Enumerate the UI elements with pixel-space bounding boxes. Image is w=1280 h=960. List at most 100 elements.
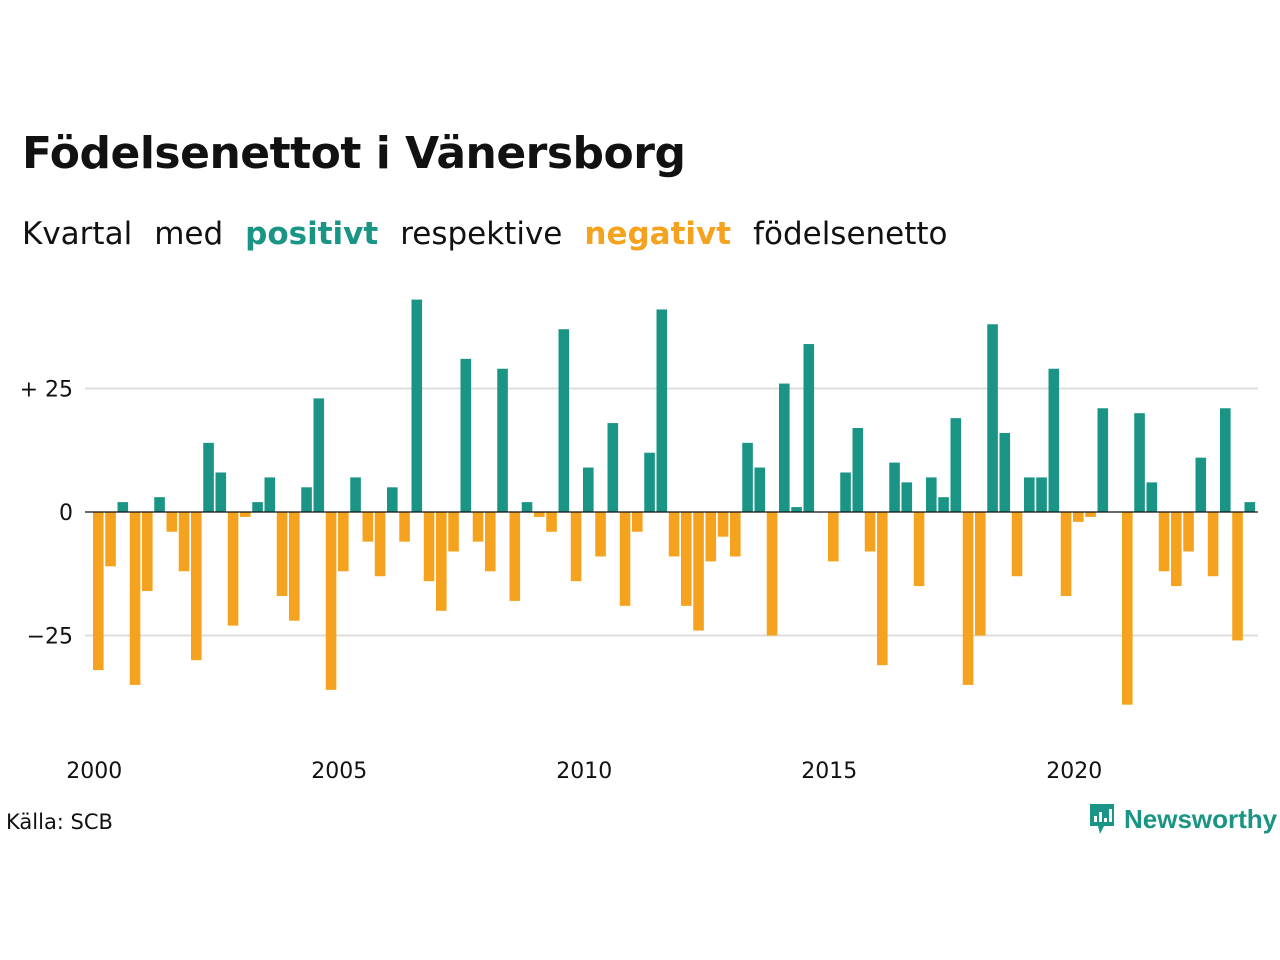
source-note: Källa: SCB [6, 810, 113, 834]
bar [632, 512, 643, 532]
bar [730, 512, 741, 557]
bar [472, 512, 484, 542]
subtitle-word: respektive [400, 216, 563, 252]
bar [864, 512, 876, 552]
bar [1134, 413, 1145, 512]
y-tick-label: 0 [59, 501, 73, 526]
bar [154, 497, 165, 512]
bar [215, 472, 227, 512]
bar [1036, 477, 1047, 512]
bar [1207, 512, 1219, 577]
newsworthy-logo: Newsworthy [1088, 802, 1277, 836]
bar [717, 512, 729, 537]
bar [338, 512, 349, 572]
bar [926, 477, 937, 512]
bar [166, 512, 178, 532]
bar [1244, 502, 1256, 512]
bar [644, 452, 655, 512]
bar [460, 358, 472, 512]
bar [1146, 482, 1158, 512]
bar [387, 487, 398, 512]
x-tick-label: 2000 [66, 759, 122, 784]
bar [117, 502, 129, 512]
bar [105, 512, 116, 567]
bar [289, 512, 300, 621]
newsworthy-logo-text: Newsworthy [1124, 803, 1278, 834]
bar [423, 512, 435, 582]
bar [950, 418, 962, 512]
bar [1171, 512, 1182, 587]
bar [705, 512, 717, 562]
bar [754, 467, 766, 512]
bar [803, 344, 815, 512]
bar [325, 512, 337, 690]
x-tick-label: 2010 [556, 759, 612, 784]
bar [962, 512, 974, 685]
bar [264, 477, 276, 512]
bar [999, 432, 1011, 512]
bar [1024, 477, 1035, 512]
subtitle-word: födelsenetto [753, 216, 948, 252]
bar [742, 442, 753, 512]
subtitle-negative-label: negativt [584, 216, 732, 252]
bar [1183, 512, 1194, 552]
bar [1122, 512, 1133, 705]
x-axis-labels: 2000 2005 2010 2015 2020 [66, 759, 1102, 784]
bar [362, 512, 374, 542]
y-axis-labels: + 25 0 −25 [20, 378, 73, 650]
bar [399, 512, 410, 542]
bar [374, 512, 386, 577]
bar [766, 512, 778, 636]
x-tick-label: 2005 [311, 759, 367, 784]
bar [313, 398, 325, 512]
x-tick-label: 2015 [801, 759, 857, 784]
bar [521, 502, 533, 512]
bar [913, 512, 925, 587]
bar [1220, 408, 1231, 512]
newsworthy-logo-icon [1088, 802, 1116, 836]
bar [607, 423, 619, 512]
grid-lines [85, 387, 1258, 637]
bar [411, 299, 423, 512]
bar [619, 512, 631, 606]
bar [142, 512, 153, 592]
bar [350, 477, 361, 512]
subtitle-positive-label: positivt [245, 216, 379, 252]
bar [583, 467, 594, 512]
bar [828, 512, 839, 562]
bar [779, 383, 790, 512]
subtitle-word: Kvartal [22, 216, 133, 252]
bar [546, 512, 557, 532]
bar [178, 512, 190, 572]
chart-title: Födelsenettot i Vänersborg [22, 128, 686, 179]
bar [901, 482, 913, 512]
bar [656, 309, 668, 512]
bar [191, 512, 202, 661]
bar [485, 512, 496, 572]
bar [852, 428, 864, 512]
bar [129, 512, 141, 685]
bar [1232, 512, 1243, 641]
bar [93, 512, 104, 671]
bar [987, 324, 998, 512]
bar [681, 512, 692, 606]
y-tick-label: + 25 [20, 378, 73, 403]
bar [975, 512, 986, 636]
bar [558, 329, 570, 512]
bar [840, 472, 851, 512]
bar [1048, 368, 1060, 512]
bar [938, 497, 949, 512]
bar [1085, 512, 1096, 517]
bar [1097, 408, 1109, 512]
bar [497, 368, 508, 512]
bar [570, 512, 582, 582]
bar [509, 512, 521, 601]
bar [301, 487, 312, 512]
bar [227, 512, 239, 626]
bar [276, 512, 288, 596]
x-tick-label: 2020 [1046, 759, 1102, 784]
bar [1195, 457, 1207, 512]
bar [534, 512, 545, 517]
bar [1073, 512, 1084, 522]
